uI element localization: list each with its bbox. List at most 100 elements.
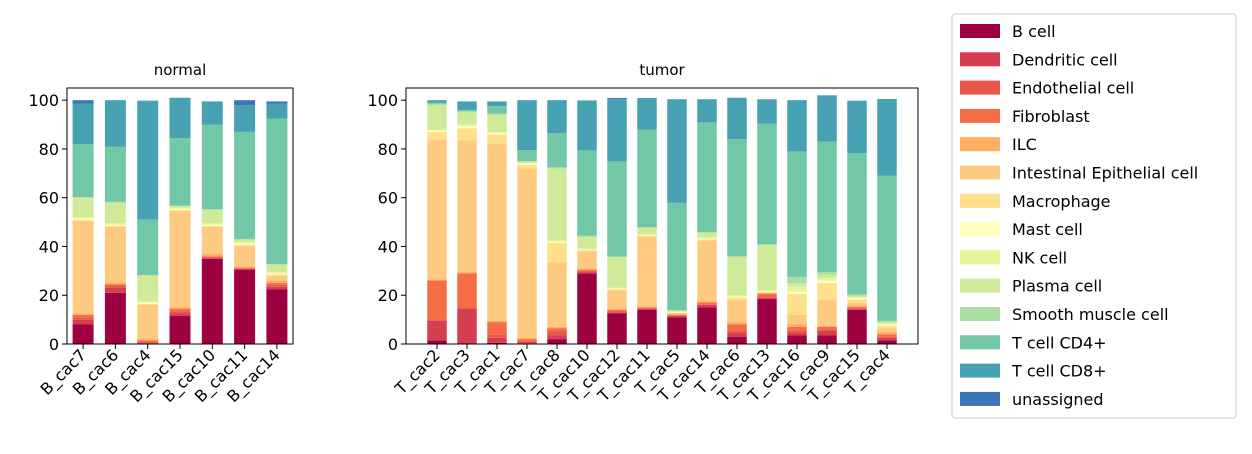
bar-segment-t-cac3-mast-cell bbox=[457, 126, 477, 128]
bar-segment-b-cac14-dendritic-cell bbox=[266, 287, 287, 289]
bar-segment-t-cac11-plasma-cell bbox=[637, 228, 657, 234]
bar-segment-t-cac16-macrophage bbox=[787, 294, 807, 315]
bar-segment-b-cac11-macrophage bbox=[234, 245, 255, 246]
bar-segment-t-cac7-mast-cell bbox=[517, 164, 537, 165]
y-tick-label: 20 bbox=[39, 286, 59, 305]
bar-segment-t-cac14-ilc bbox=[697, 301, 717, 302]
bar-segment-b-cac6-plasma-cell bbox=[105, 203, 126, 224]
bar-segment-b-cac4-t-cell-cd8 bbox=[137, 101, 158, 219]
bar-segment-b-cac7-fibroblast bbox=[73, 315, 94, 317]
bar-segment-b-cac10-intestinal-epithelial-cell bbox=[202, 227, 223, 254]
bar-segment-b-cac6-macrophage bbox=[105, 226, 126, 227]
bar-segment-t-cac12-mast-cell bbox=[607, 288, 627, 289]
bar-segment-t-cac5-t-cell-cd8 bbox=[667, 99, 687, 203]
bar-segment-t-cac6-t-cell-cd4 bbox=[727, 139, 747, 256]
legend-label-b-cell: B cell bbox=[1012, 22, 1056, 41]
bar-segment-t-cac10-t-cell-cd8 bbox=[577, 100, 597, 150]
bar-segment-t-cac11-t-cell-cd8 bbox=[637, 98, 657, 130]
bar-segment-t-cac7-dendritic-cell bbox=[517, 342, 537, 343]
bar-segment-b-cac15-endothelial-cell bbox=[170, 311, 191, 313]
bar-segment-t-cac8-fibroblast bbox=[547, 328, 567, 330]
bar-segment-b-cac15-dendritic-cell bbox=[170, 314, 191, 316]
bar-segment-b-cac14-t-cell-cd8 bbox=[266, 104, 287, 119]
bar-segment-t-cac4-macrophage bbox=[877, 326, 897, 328]
bar-segment-t-cac14-plasma-cell bbox=[697, 233, 717, 238]
bar-segment-b-cac15-t-cell-cd8 bbox=[170, 98, 191, 138]
legend-swatch-plasma-cell bbox=[960, 279, 1000, 293]
bar-segment-b-cac6-smooth-muscle-cell bbox=[105, 202, 126, 203]
bar-segment-t-cac10-macrophage bbox=[577, 250, 597, 251]
bar-segment-t-cac16-plasma-cell bbox=[787, 283, 807, 287]
bar-segment-t-cac2-ilc bbox=[427, 279, 447, 280]
legend-label-mast-cell: Mast cell bbox=[1012, 220, 1083, 239]
bar-segment-b-cac14-plasma-cell bbox=[266, 265, 287, 272]
bar-segment-t-cac2-t-cell-cd4 bbox=[427, 103, 447, 104]
bar-segment-b-cac11-ilc bbox=[234, 266, 255, 267]
bar-segment-t-cac8-t-cell-cd4 bbox=[547, 133, 567, 167]
bar-segment-t-cac3-nk-cell bbox=[457, 125, 477, 126]
chart-title: tumor bbox=[639, 61, 685, 79]
bar-segment-b-cac7-macrophage bbox=[73, 220, 94, 221]
bar-segment-b-cac7-b-cell bbox=[73, 325, 94, 345]
bar-segment-t-cac1-intestinal-epithelial-cell bbox=[487, 144, 507, 321]
bar-segment-t-cac11-smooth-muscle-cell bbox=[637, 227, 657, 228]
bar-segment-t-cac7-macrophage bbox=[517, 165, 537, 169]
bar-segment-t-cac12-nk-cell bbox=[607, 288, 627, 289]
bar-segment-t-cac11-mast-cell bbox=[637, 235, 657, 236]
bar-segment-t-cac2-nk-cell bbox=[427, 129, 447, 130]
legend-label-fibroblast: Fibroblast bbox=[1012, 107, 1090, 126]
bar-segment-b-cac4-mast-cell bbox=[137, 303, 158, 304]
bar-segment-b-cac11-plasma-cell bbox=[234, 240, 255, 242]
bar-segment-t-cac4-fibroblast bbox=[877, 334, 897, 336]
bar-segment-t-cac5-smooth-muscle-cell bbox=[667, 310, 687, 311]
bar-segment-t-cac14-nk-cell bbox=[697, 238, 717, 239]
bar-segment-t-cac8-endothelial-cell bbox=[547, 331, 567, 336]
bar-segment-t-cac12-plasma-cell bbox=[607, 257, 627, 287]
legend-label-plasma-cell: Plasma cell bbox=[1012, 277, 1102, 296]
panel-normal: normal020406080100B_cac7B_cac6B_cac4B_ca… bbox=[28, 61, 293, 407]
bar-segment-t-cac3-plasma-cell bbox=[457, 112, 477, 124]
y-tick-label: 100 bbox=[28, 91, 59, 110]
bar-segment-t-cac16-t-cell-cd8 bbox=[787, 100, 807, 151]
bar-segment-t-cac15-nk-cell bbox=[847, 297, 867, 298]
bar-segment-t-cac16-intestinal-epithelial-cell bbox=[787, 315, 807, 325]
bar-segment-t-cac10-plasma-cell bbox=[577, 236, 597, 248]
bar-segment-t-cac7-t-cell-cd8 bbox=[517, 100, 537, 150]
bar-segment-b-cac10-fibroblast bbox=[202, 256, 223, 257]
y-tick-label: 100 bbox=[367, 91, 398, 110]
bar-segment-t-cac4-intestinal-epithelial-cell bbox=[877, 328, 897, 332]
bar-segment-b-cac14-t-cell-cd4 bbox=[266, 118, 287, 264]
legend-swatch-dendritic-cell bbox=[960, 52, 1000, 66]
bar-segment-t-cac4-t-cell-cd8 bbox=[877, 99, 897, 176]
bar-segment-b-cac6-intestinal-epithelial-cell bbox=[105, 227, 126, 283]
bar-segment-t-cac5-t-cell-cd4 bbox=[667, 203, 687, 310]
bar-segment-t-cac16-smooth-muscle-cell bbox=[787, 277, 807, 283]
bar-segment-b-cac4-intestinal-epithelial-cell bbox=[137, 305, 158, 339]
bar-segment-b-cac4-endothelial-cell bbox=[137, 342, 158, 343]
bar-segment-b-cac10-mast-cell bbox=[202, 225, 223, 226]
bar-segment-t-cac4-smooth-muscle-cell bbox=[877, 321, 897, 322]
bar-segment-t-cac8-smooth-muscle-cell bbox=[547, 167, 567, 168]
bar-segment-t-cac2-dendritic-cell bbox=[427, 321, 447, 341]
bar-segment-b-cac10-plasma-cell bbox=[202, 210, 223, 223]
bar-segment-t-cac10-b-cell bbox=[577, 273, 597, 344]
bar-segment-b-cac6-fibroblast bbox=[105, 284, 126, 285]
y-tick-label: 60 bbox=[378, 189, 398, 208]
bar-segment-t-cac14-t-cell-cd4 bbox=[697, 122, 717, 232]
bar-segment-t-cac13-t-cell-cd8 bbox=[757, 99, 777, 123]
bar-segment-t-cac16-t-cell-cd4 bbox=[787, 151, 807, 277]
bar-segment-t-cac10-intestinal-epithelial-cell bbox=[577, 251, 597, 268]
y-tick-label: 0 bbox=[49, 335, 59, 354]
bar-segment-t-cac4-b-cell bbox=[877, 340, 897, 344]
legend-swatch-macrophage bbox=[960, 194, 1000, 208]
bar-segment-t-cac9-mast-cell bbox=[817, 281, 837, 283]
legend-label-unassigned: unassigned bbox=[1012, 390, 1104, 409]
bar-segment-t-cac2-fibroblast bbox=[427, 281, 447, 320]
bar-segment-t-cac11-t-cell-cd4 bbox=[637, 130, 657, 228]
bar-segment-b-cac15-plasma-cell bbox=[170, 206, 191, 207]
legend-label-dendritic-cell: Dendritic cell bbox=[1012, 50, 1118, 69]
bar-segment-t-cac14-fibroblast bbox=[697, 303, 717, 305]
bar-segment-b-cac14-b-cell bbox=[266, 289, 287, 344]
bar-segment-t-cac7-nk-cell bbox=[517, 163, 537, 164]
